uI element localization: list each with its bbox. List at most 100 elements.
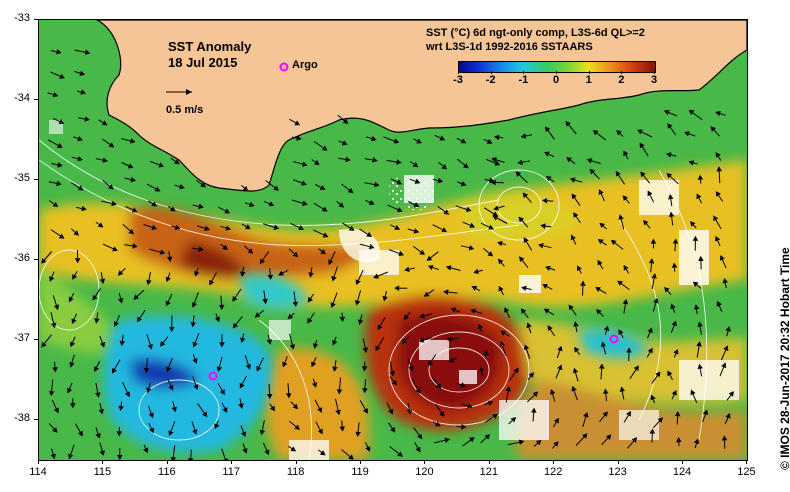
current-arrow-head <box>716 300 722 307</box>
current-arrow-head <box>166 366 172 373</box>
current-arrow-head <box>245 224 251 230</box>
current-arrow-head <box>49 276 55 282</box>
current-arrow-head <box>58 119 65 125</box>
current-arrow-head <box>713 215 719 222</box>
current-arrow-head <box>232 322 239 329</box>
current-arrow-head <box>311 382 318 388</box>
current-arrow-head <box>382 295 388 302</box>
current-arrow-head <box>715 235 721 242</box>
current-arrow-head <box>273 185 280 191</box>
current-arrow-head <box>132 243 138 249</box>
current-arrow-head <box>362 347 369 354</box>
current-arrow-head <box>94 366 99 372</box>
argo-legend-marker <box>279 62 289 72</box>
colorbar-tick <box>621 71 623 74</box>
current-arrow-head <box>435 383 442 390</box>
current-arrow-head <box>538 242 544 249</box>
lat-tick-label: -33 <box>14 12 30 24</box>
lon-tick-label: 116 <box>158 466 176 478</box>
current-arrow-head <box>278 270 284 276</box>
current-arrow-head <box>151 201 157 207</box>
current-arrow-head <box>690 221 696 227</box>
current-arrow-head <box>398 250 405 257</box>
current-arrow-head <box>242 448 248 454</box>
current-arrow-head <box>670 303 676 310</box>
current-arrow-head <box>330 302 336 308</box>
lon-tick-label: 117 <box>222 466 240 478</box>
current-arrow-head <box>171 406 177 413</box>
lon-tick <box>746 460 748 464</box>
current-arrow-head <box>697 321 703 327</box>
current-arrow-head <box>154 186 161 192</box>
lon-tick-label: 123 <box>608 466 627 478</box>
lon-tick-label: 119 <box>351 466 369 478</box>
current-arrow-head <box>319 185 326 190</box>
current-arrow-head <box>650 394 656 401</box>
current-arrow-head <box>133 294 140 300</box>
current-arrow-head <box>574 346 580 353</box>
current-arrow-head <box>130 138 136 144</box>
current-arrow-head <box>158 162 165 168</box>
current-arrow-head <box>320 249 326 255</box>
current-arrow-head <box>666 172 673 179</box>
current-arrow-head <box>468 245 475 251</box>
colorbar <box>458 61 656 73</box>
current-arrow-head <box>596 309 602 315</box>
current-arrow-head <box>362 408 368 414</box>
current-arrow-head <box>339 426 345 432</box>
current-arrow-head <box>355 431 361 437</box>
current-arrow-head <box>566 157 573 163</box>
current-arrow-head <box>570 234 576 241</box>
current-arrow-head <box>116 431 123 437</box>
current-arrow-head <box>160 340 166 347</box>
current-arrow-head <box>239 382 245 389</box>
current-arrow-head <box>657 417 664 423</box>
current-arrow-head <box>469 437 475 443</box>
current-arrow-head <box>375 345 381 352</box>
current-arrow-head <box>498 285 504 292</box>
lon-tick <box>102 460 104 464</box>
current-arrow-head <box>553 441 559 447</box>
current-arrow-head <box>412 162 419 168</box>
current-arrow-head <box>460 382 467 388</box>
current-arrow-head <box>722 277 728 284</box>
current-arrow-head <box>397 451 403 457</box>
current-arrow-head <box>444 437 451 443</box>
current-arrow-head <box>194 270 200 277</box>
current-arrow-head <box>597 238 604 245</box>
current-arrow-head <box>505 386 511 392</box>
current-arrow-head <box>165 276 171 283</box>
current-arrow-head <box>493 134 500 141</box>
current-arrow-head <box>490 179 496 186</box>
current-arrow-head <box>99 341 106 348</box>
current-arrow-head <box>170 206 176 212</box>
sst-map[interactable] <box>38 19 748 461</box>
current-arrow-head <box>675 437 682 443</box>
current-arrow-head <box>98 408 105 415</box>
current-arrow-head <box>615 170 621 177</box>
current-arrow-head <box>413 228 420 234</box>
current-arrow-head <box>332 366 338 372</box>
current-arrow-head <box>441 227 448 233</box>
current-arrow-head <box>369 199 375 205</box>
current-arrow-head <box>391 379 398 386</box>
current-arrow-head <box>267 274 274 280</box>
current-arrow-head <box>131 207 138 213</box>
current-arrow-head <box>719 255 725 261</box>
current-arrow-head <box>58 233 65 239</box>
current-arrow-head <box>240 431 247 437</box>
current-arrow-head <box>322 232 329 238</box>
current-arrow-head <box>240 271 246 277</box>
current-arrow-head <box>377 324 383 331</box>
current-arrow-head <box>653 298 659 304</box>
current-arrow-head <box>108 184 114 190</box>
current-arrow-head <box>639 142 645 149</box>
cool-patch <box>103 273 649 454</box>
current-arrow-head <box>448 357 455 363</box>
current-arrow-head <box>469 222 476 228</box>
current-arrow-head <box>146 387 152 394</box>
current-arrow-head <box>130 176 137 183</box>
current-arrow-head <box>41 258 47 264</box>
current-arrow-head <box>362 388 368 394</box>
current-arrow-head <box>619 386 626 392</box>
